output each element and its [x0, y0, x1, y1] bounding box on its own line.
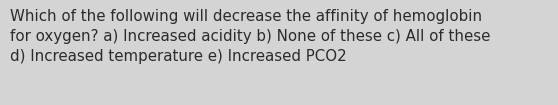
- Text: Which of the following will decrease the affinity of hemoglobin
for oxygen? a) I: Which of the following will decrease the…: [10, 9, 490, 64]
